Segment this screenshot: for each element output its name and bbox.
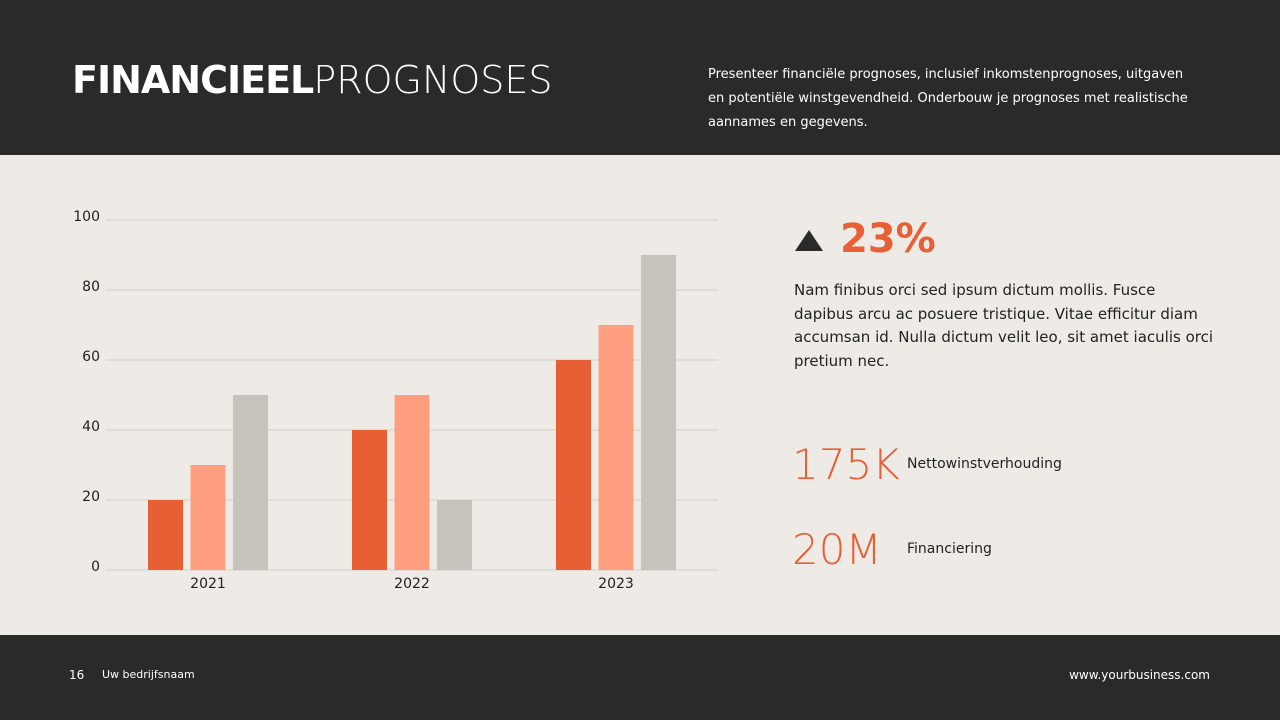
- x-tick-label: 2022: [394, 576, 430, 592]
- bar: [598, 325, 634, 570]
- y-tick-label: 60: [82, 349, 100, 365]
- page-number: 16: [69, 668, 85, 682]
- title: FINANCIEELPROGNOSES: [72, 58, 553, 102]
- bar: [233, 395, 268, 570]
- stat-value: 175K: [792, 440, 900, 489]
- title-bold: FINANCIEEL: [72, 58, 314, 102]
- y-tick-label: 40: [82, 419, 100, 435]
- chart: 0 20 40 60 80 100 2021 2022 2023: [73, 209, 718, 592]
- y-tick-label: 20: [82, 489, 100, 505]
- up-icon: [795, 230, 823, 251]
- bar: [437, 500, 472, 570]
- bar: [148, 500, 183, 570]
- bar: [190, 465, 226, 570]
- bar: [352, 430, 387, 570]
- bar: [394, 395, 430, 570]
- highlight-text: Nam finibus orci sed ipsum dictum mollis…: [794, 281, 1214, 370]
- header: [0, 0, 1280, 155]
- bar: [641, 255, 676, 570]
- y-tick-label: 0: [91, 559, 100, 575]
- company: Uw bedrijfsnaam: [102, 668, 195, 681]
- description: Presenteer financiële prognoses, inclusi…: [708, 67, 1188, 130]
- x-tick-label: 2023: [598, 576, 634, 592]
- footer: [0, 635, 1280, 720]
- x-tick-label: 2021: [190, 576, 226, 592]
- title-light: PROGNOSES: [313, 58, 553, 102]
- stat-value: 20M: [792, 525, 882, 574]
- stat-label: Nettowinstverhouding: [907, 456, 1062, 472]
- website: www.yourbusiness.com: [1069, 668, 1210, 682]
- stat-label: Financiering: [907, 541, 992, 557]
- bar: [556, 360, 591, 570]
- highlight-value: 23%: [840, 216, 936, 262]
- y-tick-label: 80: [82, 279, 100, 295]
- y-tick-label: 100: [73, 209, 100, 225]
